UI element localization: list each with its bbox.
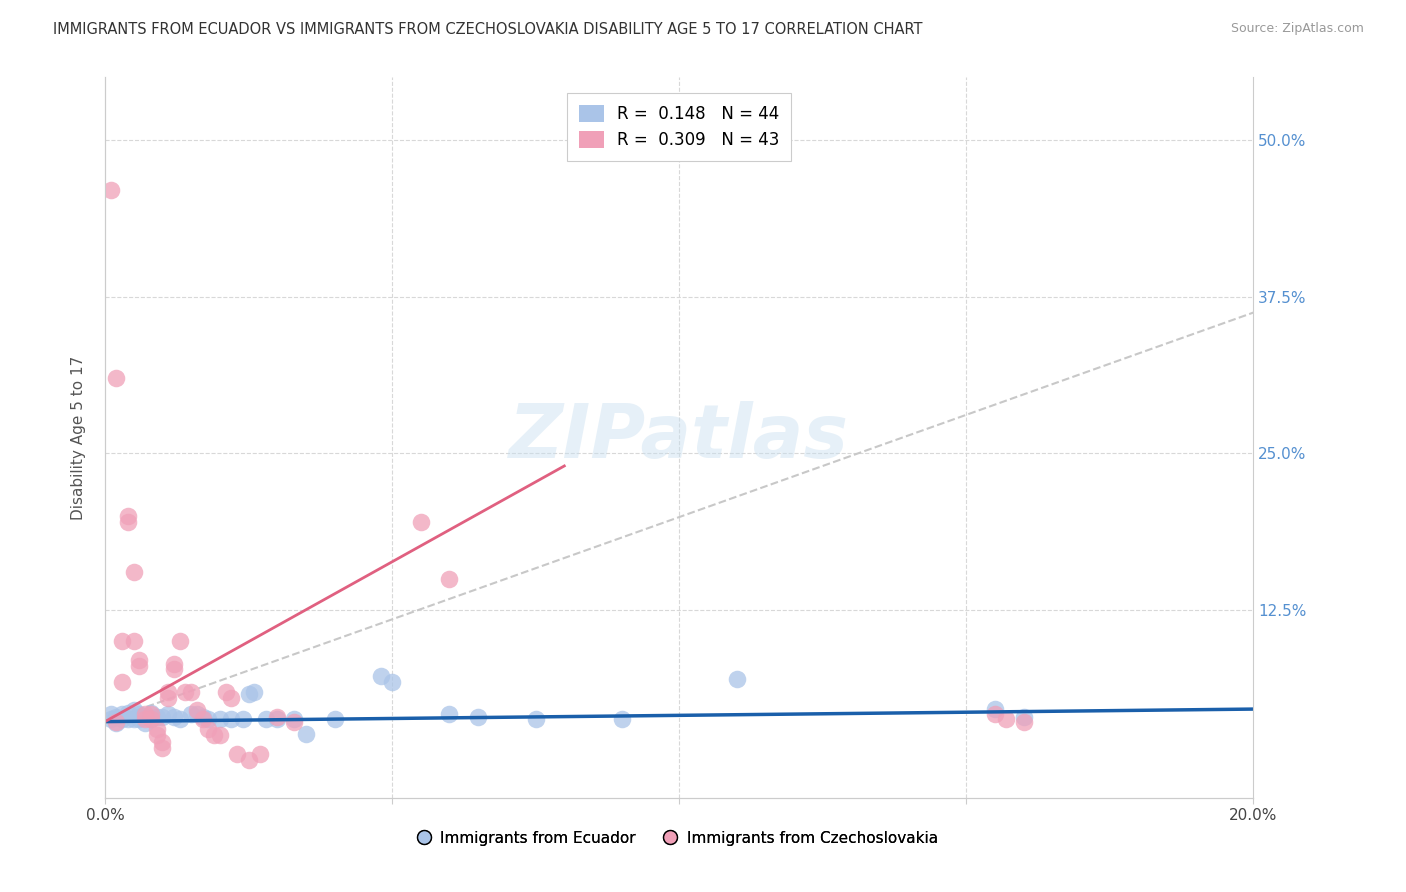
Point (100, 183, 122, 197)
Point (122, 566, 145, 580)
Point (221, 690, 243, 705)
Point (139, 707, 162, 722)
Point (370, 669, 392, 683)
Point (100, 707, 122, 722)
Text: IMMIGRANTS FROM ECUADOR VS IMMIGRANTS FROM CZECHOSLOVAKIA DISABILITY AGE 5 TO 17: IMMIGRANTS FROM ECUADOR VS IMMIGRANTS FR… (53, 22, 922, 37)
Point (221, 712, 243, 726)
Point (169, 712, 191, 726)
Point (238, 687, 260, 701)
Point (105, 709, 128, 723)
Point (163, 657, 186, 671)
Point (105, 715, 128, 730)
Text: ZIPatlas: ZIPatlas (509, 401, 849, 475)
Legend: Immigrants from Ecuador, Immigrants from Czechoslovakia: Immigrants from Ecuador, Immigrants from… (415, 824, 943, 852)
Point (254, 712, 277, 726)
Point (439, 572, 461, 586)
Point (186, 707, 208, 722)
Point (134, 712, 156, 726)
Point (439, 707, 461, 722)
Point (163, 709, 186, 723)
Point (117, 706, 139, 720)
Point (152, 740, 174, 755)
Point (152, 709, 174, 723)
Point (169, 634, 191, 648)
Point (122, 712, 145, 726)
Point (610, 712, 633, 726)
Point (105, 371, 128, 385)
Point (295, 727, 318, 741)
Point (122, 634, 145, 648)
Point (180, 707, 202, 722)
Point (197, 712, 219, 726)
Point (232, 712, 254, 726)
Point (128, 659, 150, 673)
Point (180, 684, 202, 698)
Point (266, 709, 288, 723)
Point (238, 754, 260, 768)
Point (1012, 714, 1035, 729)
Point (152, 734, 174, 748)
Point (105, 714, 128, 729)
Point (157, 684, 180, 698)
Point (381, 674, 404, 689)
Point (134, 709, 156, 723)
Text: Source: ZipAtlas.com: Source: ZipAtlas.com (1230, 22, 1364, 36)
Point (984, 702, 1007, 716)
Point (725, 672, 748, 686)
Point (145, 722, 167, 736)
Point (128, 707, 150, 722)
Point (145, 728, 167, 742)
Point (1012, 709, 1035, 723)
Point (139, 712, 162, 726)
Point (323, 712, 346, 726)
Point (100, 712, 122, 726)
Point (186, 703, 208, 717)
Y-axis label: Disability Age 5 to 17: Disability Age 5 to 17 (72, 356, 86, 520)
Point (128, 712, 150, 726)
Point (467, 709, 489, 723)
Point (208, 712, 231, 726)
Point (139, 706, 162, 720)
Point (128, 653, 150, 667)
Point (174, 684, 197, 698)
Point (266, 712, 288, 726)
Point (134, 707, 156, 722)
Point (984, 707, 1007, 722)
Point (111, 674, 134, 689)
Point (191, 709, 214, 723)
Point (139, 712, 162, 726)
Point (111, 712, 134, 726)
Point (243, 684, 266, 698)
Point (134, 715, 156, 730)
Point (226, 747, 249, 762)
Point (249, 747, 271, 762)
Point (409, 516, 432, 530)
Point (283, 712, 305, 726)
Point (191, 712, 214, 726)
Point (163, 662, 186, 676)
Point (214, 684, 236, 698)
Point (117, 712, 139, 726)
Point (157, 707, 180, 722)
Point (995, 712, 1018, 726)
Point (122, 703, 145, 717)
Point (208, 728, 231, 742)
Point (157, 690, 180, 705)
Point (111, 634, 134, 648)
Point (202, 728, 225, 742)
Point (145, 709, 167, 723)
Point (117, 516, 139, 530)
Point (283, 714, 305, 729)
Point (197, 722, 219, 736)
Point (111, 707, 134, 722)
Point (117, 509, 139, 524)
Point (524, 712, 547, 726)
